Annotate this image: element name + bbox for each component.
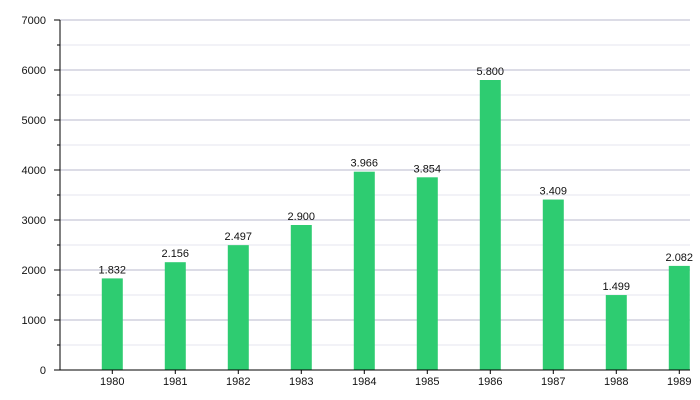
y-tick-label: 5000: [22, 115, 46, 127]
x-tick-label: 1983: [289, 376, 313, 388]
data-label: 3.854: [414, 163, 442, 175]
x-tick-label: 1980: [100, 376, 124, 388]
x-tick-label: 1989: [667, 376, 691, 388]
bar-1983: [290, 225, 312, 370]
bar-1985: [416, 177, 438, 370]
x-tick-label: 1987: [541, 376, 565, 388]
x-tick-label: 1988: [604, 376, 628, 388]
x-tick-label: 1986: [478, 376, 502, 388]
data-label: 2.900: [288, 211, 316, 223]
data-label: 2.082: [666, 252, 694, 264]
y-tick-label: 0: [40, 365, 46, 377]
bar-1981: [164, 262, 186, 370]
bar-1988: [605, 295, 627, 370]
data-label: 1.832: [99, 264, 127, 276]
y-tick-label: 7000: [22, 15, 46, 27]
bar-1982: [227, 245, 249, 370]
data-label: 3.409: [540, 186, 568, 198]
x-tick-label: 1985: [415, 376, 439, 388]
y-tick-label: 1000: [22, 315, 46, 327]
bar-1986: [479, 80, 501, 370]
bar-1989: [668, 265, 690, 370]
data-label: 3.966: [351, 158, 379, 170]
y-tick-label: 3000: [22, 215, 46, 227]
data-label: 2.497: [225, 231, 253, 243]
data-label: 5.800: [477, 66, 505, 78]
data-label: 2.156: [162, 248, 190, 260]
bar-1987: [542, 199, 564, 370]
data-label: 1.499: [603, 281, 631, 293]
x-tick-label: 1984: [352, 376, 376, 388]
bar-1984: [353, 171, 375, 370]
bar-1980: [101, 278, 123, 370]
y-tick-label: 4000: [22, 165, 46, 177]
y-tick-label: 6000: [22, 65, 46, 77]
x-tick-label: 1982: [226, 376, 250, 388]
y-tick-label: 2000: [22, 265, 46, 277]
x-tick-label: 1981: [163, 376, 187, 388]
